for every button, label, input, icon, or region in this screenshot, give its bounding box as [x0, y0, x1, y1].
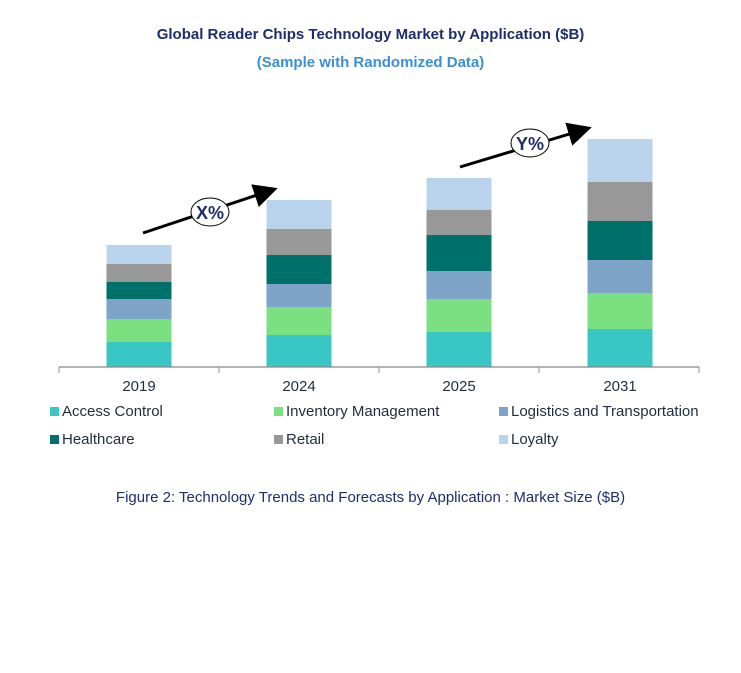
- legend-swatch: [50, 435, 59, 444]
- legend-swatch: [274, 407, 283, 416]
- x-tick-label: 2019: [122, 378, 155, 395]
- bar-segment-inventory-management-2025: [426, 299, 492, 332]
- legend-label: Healthcare: [62, 431, 135, 448]
- growth-annotation-y: Y%: [459, 122, 592, 169]
- figure-caption: Figure 2: Technology Trends and Forecast…: [115, 489, 626, 506]
- annotation-ellipse: [510, 128, 550, 158]
- legend-item: Loyalty: [499, 431, 559, 448]
- legend-item: Access Control: [50, 403, 163, 420]
- bar-segment-access-control-2031: [587, 329, 653, 367]
- bar-segment-loyalty-2025: [426, 178, 492, 210]
- bar-segment-healthcare-2024: [266, 255, 332, 284]
- legend-item: Healthcare: [50, 431, 135, 448]
- legend-swatch: [499, 435, 508, 444]
- legend-swatch: [274, 435, 283, 444]
- bar-segment-inventory-management-2031: [587, 293, 653, 329]
- annotation-ellipse: [190, 197, 230, 227]
- bar-segment-loyalty-2024: [266, 200, 332, 229]
- legend-item: Retail: [274, 431, 324, 448]
- legend-label: Inventory Management: [286, 403, 440, 420]
- bar-segment-logistics-and-transportation-2024: [266, 284, 332, 307]
- legend-item: Inventory Management: [274, 403, 439, 420]
- bar-segment-healthcare-2031: [587, 221, 653, 260]
- bar-segment-access-control-2024: [266, 335, 332, 367]
- bar-segment-retail-2031: [587, 182, 653, 221]
- bar-segment-retail-2025: [426, 210, 492, 235]
- bar-segment-retail-2024: [266, 229, 332, 255]
- bar-segment-logistics-and-transportation-2031: [587, 260, 653, 293]
- legend-label: Logistics and Transportation: [511, 403, 699, 420]
- bar-segment-inventory-management-2019: [106, 319, 172, 342]
- bar-segment-healthcare-2025: [426, 235, 492, 271]
- legend-swatch: [499, 407, 508, 416]
- chart-subtitle: (Sample with Randomized Data): [256, 54, 485, 71]
- growth-annotation-x: X%: [142, 184, 278, 235]
- bar-segment-loyalty-2031: [587, 139, 653, 182]
- bar-segment-logistics-and-transportation-2019: [106, 299, 172, 319]
- legend-label: Access Control: [62, 403, 163, 420]
- legend-label: Retail: [286, 431, 325, 448]
- chart-title: Global Reader Chips Technology Market by…: [156, 26, 585, 43]
- legend-swatch: [50, 407, 59, 416]
- annotation-label: X%: [196, 203, 224, 223]
- x-tick-label: 2031: [603, 378, 636, 395]
- legend-item: Logistics and Transportation: [499, 403, 699, 420]
- bar-segment-access-control-2025: [426, 332, 492, 367]
- bar-segment-healthcare-2019: [106, 282, 172, 299]
- bar-segment-inventory-management-2024: [266, 307, 332, 335]
- x-tick-label: 2024: [282, 378, 315, 395]
- bar-segment-loyalty-2019: [106, 245, 172, 264]
- x-tick-label: 2025: [442, 378, 475, 395]
- annotation-label: Y%: [516, 134, 544, 154]
- bar-segment-access-control-2019: [106, 342, 172, 367]
- bar-segment-retail-2019: [106, 264, 172, 282]
- legend-label: Loyalty: [511, 431, 559, 448]
- bar-segment-logistics-and-transportation-2025: [426, 271, 492, 299]
